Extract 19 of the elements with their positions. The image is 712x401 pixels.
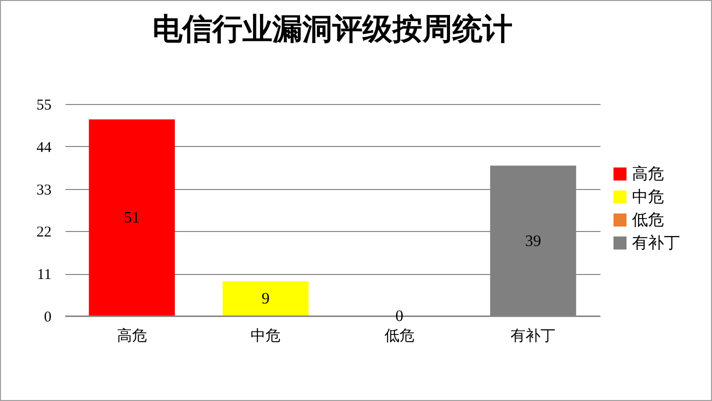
x-tick-label: 有补丁 <box>510 326 556 344</box>
data-label: 9 <box>262 290 270 308</box>
data-label: 0 <box>395 308 404 325</box>
y-tick-label: 0 <box>44 310 52 326</box>
x-tick-label: 中危 <box>250 326 281 344</box>
chart-title: 电信行业漏洞评级按周统计 <box>152 12 512 47</box>
x-tick-label: 高危 <box>116 326 147 344</box>
legend-label: 中危 <box>632 187 664 206</box>
data-label: 51 <box>124 210 140 227</box>
legend-label: 有补丁 <box>632 233 680 252</box>
y-tick-label: 55 <box>36 98 52 114</box>
data-label: 39 <box>525 232 542 250</box>
legend-label: 低危 <box>632 210 664 229</box>
y-tick-label: 44 <box>36 140 52 156</box>
y-tick-label: 33 <box>36 182 52 198</box>
legend-label: 高危 <box>632 164 664 183</box>
y-tick-label: 11 <box>37 267 52 284</box>
y-tick-label: 22 <box>36 224 52 241</box>
x-tick-label: 低危 <box>384 326 414 344</box>
